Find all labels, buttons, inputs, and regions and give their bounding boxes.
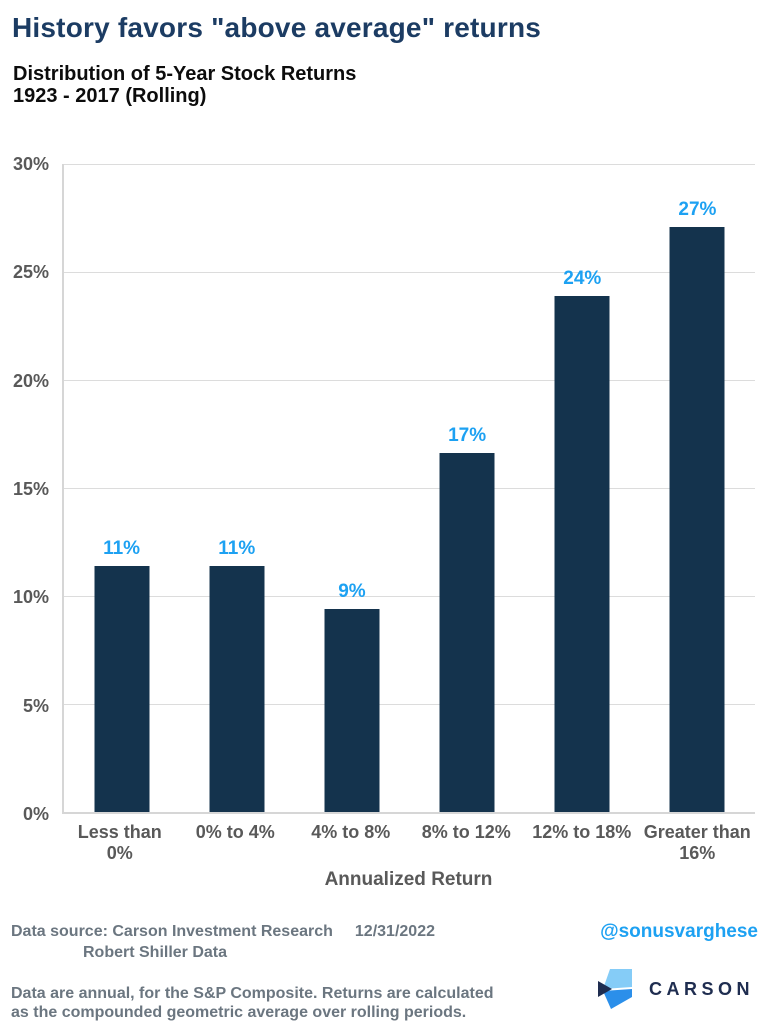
- plot-area: 11% 11% 9% 17% 24% 27%: [62, 164, 755, 814]
- data-source-line2: Robert Shiller Data: [83, 944, 228, 961]
- methodology-note-line1: Data are annual, for the S&P Composite. …: [11, 985, 494, 1002]
- bar: [94, 565, 150, 812]
- x-tick-label: 4% to 8%: [311, 822, 391, 842]
- bar: [439, 453, 495, 812]
- bar-slot: 27%: [640, 164, 755, 812]
- gridline: [64, 596, 755, 597]
- bar: [554, 295, 610, 812]
- x-tick-label: Less than 0%: [77, 822, 162, 863]
- bar-value-label: 11%: [218, 537, 256, 559]
- bar-slot: 11%: [64, 164, 179, 812]
- y-tick-label: 5%: [22, 695, 49, 716]
- x-tick-label: Greater than 16%: [643, 822, 751, 863]
- gridline: [64, 488, 755, 489]
- footer-source-row: Data source: Carson Investment Research 1…: [11, 921, 758, 963]
- x-axis-labels: Less than 0% 0% to 4% 4% to 8% 8% to 12% 12% …: [62, 822, 755, 864]
- data-source-text: Data source: Carson Investment Research: [11, 923, 333, 940]
- page-title: History favors "above average" returns: [12, 12, 542, 43]
- x-axis-title: Annualized Return: [324, 869, 493, 890]
- x-tick-label: 0% to 4%: [195, 822, 275, 842]
- bar-chart: 30% 25% 20% 15% 10% 5% 0% 11% 11% 9% 17% 24% 27%: [0, 154, 768, 824]
- x-tick-label: 8% to 12%: [421, 822, 511, 842]
- data-source-line1: Data source: Carson Investment Research 1…: [11, 921, 435, 942]
- chart-subtitle-line2: 1923 - 2017 (Rolling): [13, 85, 207, 107]
- y-tick-label: 20%: [12, 370, 49, 391]
- bar-value-label: 27%: [678, 198, 717, 220]
- y-tick-label: 10%: [12, 587, 49, 608]
- y-tick-label: 15%: [12, 479, 49, 499]
- carson-logo: CARSON: [597, 969, 754, 1009]
- methodology-note: Data are annual, for the S&P Composite. …: [11, 984, 758, 1022]
- y-tick-label: 30%: [12, 154, 49, 174]
- bar-slot: 17%: [410, 164, 525, 812]
- twitter-handle: @sonusvarghese: [600, 921, 758, 942]
- carson-logo-text: CARSON: [648, 978, 754, 999]
- bar-slot: 11%: [179, 164, 294, 812]
- bar-value-label: 24%: [563, 267, 602, 289]
- data-source: Data source: Carson Investment Research 1…: [11, 921, 435, 963]
- y-axis: 30% 25% 20% 15% 10% 5% 0%: [0, 154, 62, 824]
- bar-value-label: 9%: [338, 580, 366, 602]
- bar: [209, 565, 265, 812]
- gridline: [64, 704, 755, 705]
- carson-logo-icon: [597, 969, 632, 1009]
- methodology-note-line2: as the compounded geometric average over…: [11, 1004, 467, 1021]
- data-source-date: 12/31/2022: [354, 923, 435, 940]
- bar: [669, 226, 725, 812]
- bars-container: 11% 11% 9% 17% 24% 27%: [64, 164, 755, 812]
- bar-value-label: 17%: [448, 425, 487, 447]
- gridline: [64, 272, 755, 273]
- bar: [324, 608, 380, 812]
- x-tick-label: 12% to 18%: [532, 822, 632, 842]
- bar-slot: 9%: [294, 164, 409, 812]
- gridline: [64, 164, 755, 165]
- bar-value-label: 11%: [103, 537, 141, 559]
- gridline: [64, 380, 755, 381]
- y-tick-label: 25%: [12, 262, 49, 283]
- chart-subtitle-line1: Distribution of 5-Year Stock Returns: [13, 63, 357, 85]
- bar-slot: 24%: [525, 164, 640, 812]
- chart-subtitle: Distribution of 5-Year Stock Returns 192…: [13, 63, 768, 107]
- footer-note-row: Data are annual, for the S&P Composite. …: [11, 969, 758, 1022]
- y-tick-label: 0%: [22, 804, 49, 824]
